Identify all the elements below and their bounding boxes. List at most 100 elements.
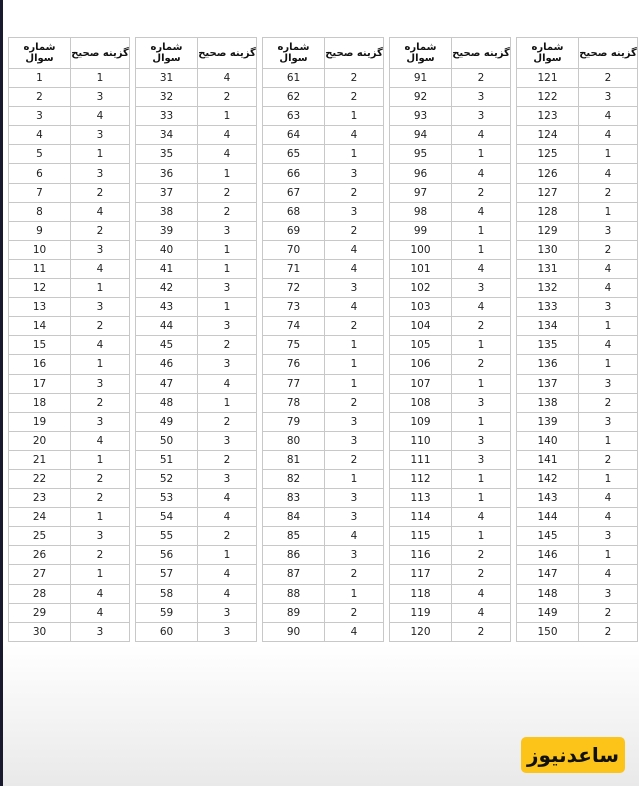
question-number: 63	[262, 106, 325, 127]
table-row: 36 1	[135, 163, 257, 184]
table-row: 94 4	[389, 125, 511, 146]
table-row: 86 3	[262, 545, 384, 566]
question-number: 103	[389, 297, 452, 318]
correct-answer: 4	[197, 67, 257, 89]
correct-answer: 1	[578, 545, 638, 566]
correct-answer: 4	[451, 163, 511, 184]
question-number-header: شماره سوال	[8, 37, 71, 69]
correct-answer: 2	[197, 182, 257, 203]
table-row: 146 1	[516, 545, 638, 566]
question-number: 107	[389, 373, 452, 394]
table-row: 135 4	[516, 335, 638, 356]
table-row: 139 3	[516, 411, 638, 432]
table-row: 96 4	[389, 163, 511, 184]
table-row: 80 3	[262, 430, 384, 451]
question-number: 134	[516, 316, 579, 337]
question-number: 14	[8, 316, 71, 337]
table-row: 77 1	[262, 373, 384, 394]
correct-answer: 2	[578, 449, 638, 470]
table-row: 68 3	[262, 201, 384, 222]
question-number: 99	[389, 220, 452, 241]
table-row: 110 3	[389, 430, 511, 451]
table-row: 142 1	[516, 468, 638, 490]
correct-answer: 1	[578, 201, 638, 222]
question-number: 129	[516, 220, 579, 241]
table-row: 20 4	[8, 430, 130, 451]
table-row: 27 1	[8, 564, 130, 585]
table-row: 90 4	[262, 621, 384, 642]
table-row: 122 3	[516, 87, 638, 108]
correct-answer: 1	[451, 239, 511, 260]
correct-answer-header: گزینه صحیح	[324, 37, 384, 69]
table-row: 105 1	[389, 335, 511, 356]
correct-answer: 4	[578, 163, 638, 184]
table-row: 42 3	[135, 278, 257, 299]
correct-answer: 4	[197, 125, 257, 146]
correct-answer: 4	[451, 602, 511, 623]
question-number: 13	[8, 297, 71, 318]
table-row: 106 2	[389, 354, 511, 375]
question-number: 49	[135, 411, 198, 432]
question-number: 147	[516, 564, 579, 585]
correct-answer-header: گزینه صحیح	[197, 37, 257, 69]
question-number: 137	[516, 373, 579, 394]
question-number: 16	[8, 354, 71, 375]
correct-answer: 2	[578, 67, 638, 89]
correct-answer: 1	[70, 507, 130, 528]
correct-answer: 1	[70, 278, 130, 299]
question-number: 82	[262, 468, 325, 490]
correct-answer: 4	[324, 125, 384, 146]
question-number: 91	[389, 67, 452, 89]
question-number: 125	[516, 144, 579, 165]
correct-answer: 1	[451, 526, 511, 547]
correct-answer: 2	[451, 354, 511, 375]
correct-answer: 3	[578, 220, 638, 241]
table-row: 109 1	[389, 411, 511, 432]
table-row: 118 4	[389, 583, 511, 604]
table-row: 132 4	[516, 278, 638, 299]
correct-answer: 1	[70, 144, 130, 165]
table-row: 48 1	[135, 392, 257, 413]
correct-answer: 3	[197, 354, 257, 375]
question-number: 111	[389, 449, 452, 470]
question-number: 12	[8, 278, 71, 299]
table-row: 30 3	[8, 621, 130, 642]
correct-answer: 1	[324, 106, 384, 127]
correct-answer: 3	[70, 526, 130, 547]
correct-answer: 3	[197, 278, 257, 299]
question-number: 97	[389, 182, 452, 203]
question-number: 67	[262, 182, 325, 203]
correct-answer: 3	[578, 297, 638, 318]
question-number: 24	[8, 507, 71, 528]
answer-table: شماره سوال گزینه صحیح 91 2 92 3 93 3 94 4 95 1 96 4 97…	[389, 37, 511, 642]
correct-answer: 1	[451, 144, 511, 165]
question-number: 65	[262, 144, 325, 165]
question-number: 98	[389, 201, 452, 222]
question-number: 46	[135, 354, 198, 375]
question-number: 8	[8, 201, 71, 222]
correct-answer: 2	[197, 201, 257, 222]
table-row: 116 2	[389, 545, 511, 566]
question-number: 112	[389, 468, 452, 490]
correct-answer: 4	[197, 373, 257, 394]
header-row: شماره سوال گزینه صحیح	[135, 37, 257, 69]
table-row: 144 4	[516, 507, 638, 528]
header-row: شماره سوال گزینه صحیح	[8, 37, 130, 69]
saednews-logo: ساعدنیوز	[521, 737, 625, 773]
table-row: 10 3	[8, 239, 130, 260]
table-row: 111 3	[389, 449, 511, 470]
question-number: 114	[389, 507, 452, 528]
correct-answer: 3	[324, 278, 384, 299]
table-row: 65 1	[262, 144, 384, 165]
question-number: 141	[516, 449, 579, 470]
table-row: 15 4	[8, 335, 130, 356]
table-row: 53 4	[135, 488, 257, 509]
question-number: 71	[262, 258, 325, 280]
table-row: 81 2	[262, 449, 384, 470]
header-row: شماره سوال گزینه صحیح	[516, 37, 638, 69]
question-number: 118	[389, 583, 452, 604]
question-number: 5	[8, 144, 71, 165]
table-row: 100 1	[389, 239, 511, 260]
table-row: 17 3	[8, 373, 130, 394]
table-row: 133 3	[516, 297, 638, 318]
